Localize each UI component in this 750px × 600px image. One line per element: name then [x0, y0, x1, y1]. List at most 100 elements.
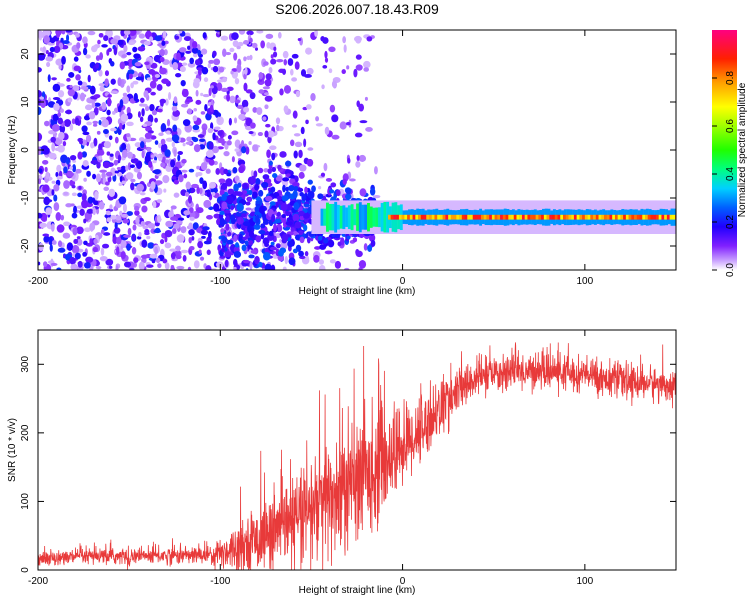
- spectrogram-noise-blob: [72, 159, 77, 163]
- spectrogram-noise-blob: [161, 78, 170, 84]
- spectrogram-noise-blob: [266, 42, 271, 49]
- spectrogram-noise-blob: [130, 178, 136, 183]
- spectrogram-cluster-blob: [327, 239, 335, 248]
- spectrogram-noise-blob: [180, 226, 187, 234]
- colorbar-tick-label: 0.8: [725, 71, 736, 85]
- spectrogram-line-core: [475, 214, 479, 220]
- spectrogram-noise-blob: [201, 235, 206, 239]
- spectrogram-noise-blob: [71, 212, 78, 219]
- spectrogram-cluster-blob: [292, 181, 300, 188]
- spectrogram-noise-blob: [121, 180, 127, 185]
- spectrogram-noise-blob: [101, 101, 107, 110]
- spectrogram-line-core: [527, 214, 531, 220]
- spectrogram-noise-blob: [164, 159, 170, 164]
- spectrogram-noise-blob: [69, 84, 73, 89]
- spectrogram-noise-blob: [125, 165, 129, 172]
- spectrogram-noise-blob: [182, 119, 191, 127]
- spectrogram-noise-blob: [57, 117, 64, 125]
- spectrogram-noise-blob: [245, 146, 250, 155]
- spectrogram-noise-blob: [57, 111, 62, 118]
- spectrogram-noise-blob: [318, 185, 322, 190]
- spectrogram-cluster-blob: [225, 215, 230, 223]
- spectrogram-line-core: [658, 214, 662, 220]
- spectrogram-noise-blob: [83, 262, 91, 269]
- spectrogram-noise-blob: [60, 37, 64, 42]
- spectrogram-noise-blob: [206, 189, 211, 198]
- spectrogram-cluster-blob: [301, 194, 307, 201]
- spectrogram-cluster-blob: [233, 234, 238, 242]
- spectrogram-noise-blob: [78, 185, 82, 190]
- spectrogram-line-core: [390, 214, 394, 220]
- spectrogram-noise-blob: [193, 144, 201, 153]
- spectrogram-noise-blob: [220, 35, 229, 41]
- spectrogram-noise-blob: [154, 180, 163, 185]
- spectrogram-noise-blob: [133, 53, 141, 59]
- spectrogram-noise-blob: [210, 85, 214, 89]
- spectrogram-noise-blob: [73, 65, 81, 72]
- spectrogram-line-core: [511, 214, 514, 220]
- spectrogram-line-band: [320, 208, 324, 226]
- spectrogram-cluster-blob: [336, 189, 341, 197]
- spectrogram-noise-blob: [164, 262, 170, 270]
- spectrogram-cluster-blob: [287, 239, 294, 248]
- spectrogram-noise-blob: [374, 166, 378, 175]
- spectrogram-noise-blob: [43, 235, 50, 243]
- spectrogram-noise-blob: [185, 181, 191, 190]
- spectrogram-noise-blob: [104, 78, 109, 87]
- spectrogram-noise-blob: [57, 247, 66, 253]
- spectrogram-noise-blob: [93, 94, 101, 99]
- spectrogram-noise-blob: [103, 141, 112, 149]
- spectrogram-noise-blob: [208, 59, 215, 64]
- spectrogram-line-core: [418, 214, 421, 220]
- spectrogram-line-core: [647, 214, 651, 220]
- spectrogram-noise-blob: [122, 203, 127, 213]
- spectrogram-noise-blob: [358, 259, 367, 269]
- spectrogram-noise-blob: [290, 68, 294, 76]
- spectrogram-noise-blob: [320, 36, 325, 42]
- spectrogram-noise-blob: [265, 123, 271, 128]
- spectrogram-cluster-blob: [297, 187, 304, 193]
- spectrogram-noise-blob: [249, 261, 253, 270]
- spectrogram-noise-blob: [128, 30, 137, 36]
- spectrogram-noise-blob: [106, 109, 111, 116]
- spectrogram-noise-blob: [210, 187, 218, 194]
- spectrogram-noise-blob: [267, 130, 275, 138]
- spectrogram-noise-blob: [58, 131, 65, 140]
- spectrogram-noise-blob: [159, 67, 168, 75]
- spectrogram-noise-blob: [185, 98, 194, 103]
- spectrogram-noise-blob: [75, 74, 81, 81]
- spectrogram-noise-blob: [109, 265, 113, 269]
- spectrogram-noise-blob: [211, 145, 220, 154]
- spectrogram-noise-blob: [38, 168, 43, 174]
- spectrogram-line-core: [393, 214, 397, 220]
- spectrogram-noise-blob: [347, 157, 351, 164]
- spectrogram-noise-blob: [90, 160, 99, 165]
- spectrogram-cluster-blob: [290, 227, 296, 232]
- spectrogram-noise-blob: [192, 124, 200, 131]
- spectrogram-noise-blob: [293, 133, 301, 137]
- spectrogram-noise-blob: [295, 90, 301, 98]
- spectrogram-noise-blob: [79, 92, 86, 102]
- spectrogram-cluster-blob: [355, 250, 363, 258]
- spectrogram-noise-blob: [178, 47, 187, 53]
- spectrogram-noise-blob: [173, 179, 180, 185]
- spectrogram-noise-blob: [189, 211, 196, 219]
- spectrogram-line-core: [571, 214, 575, 220]
- spectrogram-cluster-blob: [255, 178, 261, 186]
- spectrogram-noise-blob: [248, 249, 252, 255]
- spectrogram-noise-blob: [98, 83, 105, 87]
- spectrogram-line-band: [339, 205, 343, 229]
- spectrogram-noise-blob: [349, 178, 356, 182]
- spectrogram-noise-blob: [227, 188, 235, 195]
- spectrogram-noise-blob: [92, 120, 99, 125]
- spectrogram-noise-blob: [92, 123, 98, 127]
- spectrogram-noise-blob: [203, 77, 209, 83]
- spectrogram-noise-blob: [344, 267, 350, 270]
- spectrogram-cluster-blob: [258, 229, 266, 235]
- spectrogram-noise-blob: [243, 40, 250, 45]
- spectrogram-noise-blob: [346, 65, 350, 70]
- spectrogram-noise-blob: [287, 58, 294, 66]
- spectrogram-noise-blob: [177, 154, 181, 162]
- spectrogram-noise-blob: [88, 111, 96, 120]
- spectrogram-noise-blob: [171, 175, 177, 180]
